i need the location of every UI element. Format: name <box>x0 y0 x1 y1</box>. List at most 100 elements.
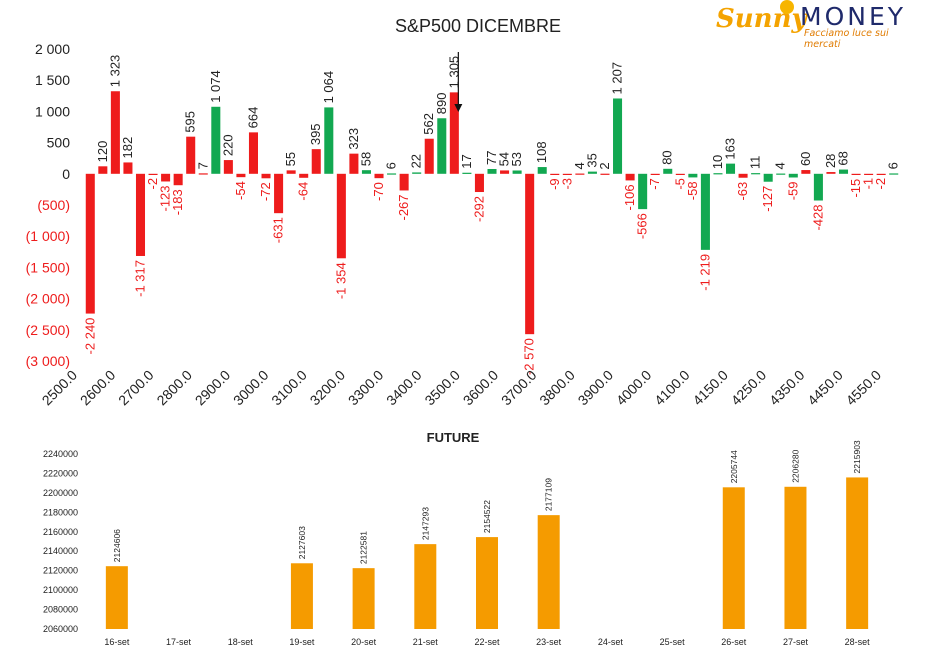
future-y-tick-label: 2180000 <box>43 507 78 517</box>
x-tick-label: 2800.0 <box>153 367 195 409</box>
future-x-tick-label: 26-set <box>721 637 747 647</box>
data-bar <box>713 173 723 175</box>
data-label: -1 354 <box>333 262 348 299</box>
data-label: -9 <box>547 178 562 190</box>
data-label: 562 <box>421 113 436 135</box>
data-label: 68 <box>836 151 851 165</box>
data-bar <box>776 173 786 175</box>
data-bar <box>98 166 108 174</box>
data-label: -106 <box>622 184 637 210</box>
data-label: 890 <box>434 93 449 115</box>
data-bar <box>261 173 271 179</box>
data-label: 1 305 <box>446 56 461 89</box>
data-bar <box>110 91 120 174</box>
data-bar <box>876 173 886 175</box>
x-tick-label: 3900.0 <box>575 367 617 409</box>
data-label: 182 <box>120 137 135 159</box>
data-label: -1 317 <box>132 260 147 297</box>
data-bar <box>688 173 698 178</box>
x-tick-label: 4100.0 <box>651 367 693 409</box>
x-tick-label: 3500.0 <box>421 367 463 409</box>
data-label: 1 323 <box>107 55 122 88</box>
chart-title: S&P500 DICEMBRE <box>395 16 561 36</box>
data-bar <box>512 170 522 174</box>
y-tick-label: (500) <box>37 197 70 213</box>
data-label: -2 <box>145 178 160 190</box>
data-label: 4 <box>773 162 788 169</box>
future-data-label: 2122581 <box>359 531 369 564</box>
x-tick-label: 3200.0 <box>307 367 349 409</box>
x-tick-label: 4150.0 <box>689 367 731 409</box>
future-y-tick-label: 2160000 <box>43 527 78 537</box>
data-bar <box>412 172 422 174</box>
y-tick-label: 2 000 <box>35 41 70 57</box>
logo-brand-b: MONEY <box>800 2 907 31</box>
data-label: 1 064 <box>321 71 336 104</box>
future-x-tick-label: 25-set <box>660 637 686 647</box>
future-x-tick-label: 21-set <box>413 637 439 647</box>
future-data-label: 2127603 <box>297 526 307 559</box>
data-label: -267 <box>396 194 411 220</box>
data-bar <box>437 118 447 174</box>
future-data-label: 2215903 <box>852 440 862 473</box>
data-label: -123 <box>158 185 173 211</box>
x-tick-label: 4250.0 <box>728 367 770 409</box>
data-bar <box>562 173 572 175</box>
data-bar <box>663 168 673 174</box>
data-label: 55 <box>283 152 298 166</box>
future-data-label: 2206280 <box>790 449 800 482</box>
data-bar <box>500 170 510 174</box>
x-tick-label: 3000.0 <box>230 367 272 409</box>
data-label: 35 <box>584 153 599 167</box>
data-label: -566 <box>635 213 650 239</box>
data-label: 17 <box>459 154 474 168</box>
y-tick-label: (1 500) <box>26 259 70 275</box>
future-x-tick-label: 17-set <box>166 637 192 647</box>
data-bar <box>751 173 761 175</box>
future-bar <box>352 568 375 629</box>
x-tick-label: 4350.0 <box>766 367 808 409</box>
data-label: -64 <box>296 182 311 201</box>
data-label: 1 074 <box>208 70 223 103</box>
x-tick-label: 3700.0 <box>498 367 540 409</box>
data-label: -5 <box>672 178 687 190</box>
x-tick-label: 4450.0 <box>804 367 846 409</box>
data-bar <box>161 173 171 182</box>
data-label: 6 <box>384 162 399 169</box>
future-x-tick-label: 27-set <box>783 637 809 647</box>
data-bar <box>625 173 635 181</box>
data-bar <box>537 167 547 174</box>
data-bar <box>838 169 849 174</box>
future-chart: FUTURE 2060000 2080000 2100000 2120000 21400… <box>43 430 870 647</box>
data-bar <box>349 153 359 174</box>
future-data-label: 2124606 <box>112 529 122 562</box>
data-label: 54 <box>497 152 512 166</box>
y-tick-label: (2 500) <box>26 322 70 338</box>
data-label: 7 <box>195 162 210 169</box>
data-bar <box>613 98 623 174</box>
data-label: -183 <box>170 189 185 215</box>
y-tick-label: (3 000) <box>26 353 70 369</box>
data-bar <box>236 173 246 178</box>
data-label: 1 207 <box>610 62 625 95</box>
data-label: 60 <box>798 152 813 166</box>
data-label: 22 <box>409 154 424 168</box>
data-label: -63 <box>735 182 750 201</box>
data-label: -72 <box>258 182 273 201</box>
x-tick-label: 4550.0 <box>843 367 885 409</box>
future-x-tick-label: 19-set <box>289 637 315 647</box>
data-bar <box>487 168 497 174</box>
y-tick-label: (1 000) <box>26 228 70 244</box>
future-y-tick-label: 2120000 <box>43 566 78 576</box>
data-label: 108 <box>534 141 549 163</box>
data-bar <box>399 173 409 191</box>
future-bar <box>290 563 313 629</box>
future-bar <box>784 486 807 629</box>
data-label: -292 <box>471 196 486 222</box>
data-bar <box>763 173 773 182</box>
data-bar <box>186 136 196 174</box>
future-y-tick-label: 2060000 <box>43 624 78 634</box>
data-label: 10 <box>710 155 725 169</box>
x-tick-label: 3400.0 <box>383 367 425 409</box>
data-label: -2 <box>873 178 888 190</box>
